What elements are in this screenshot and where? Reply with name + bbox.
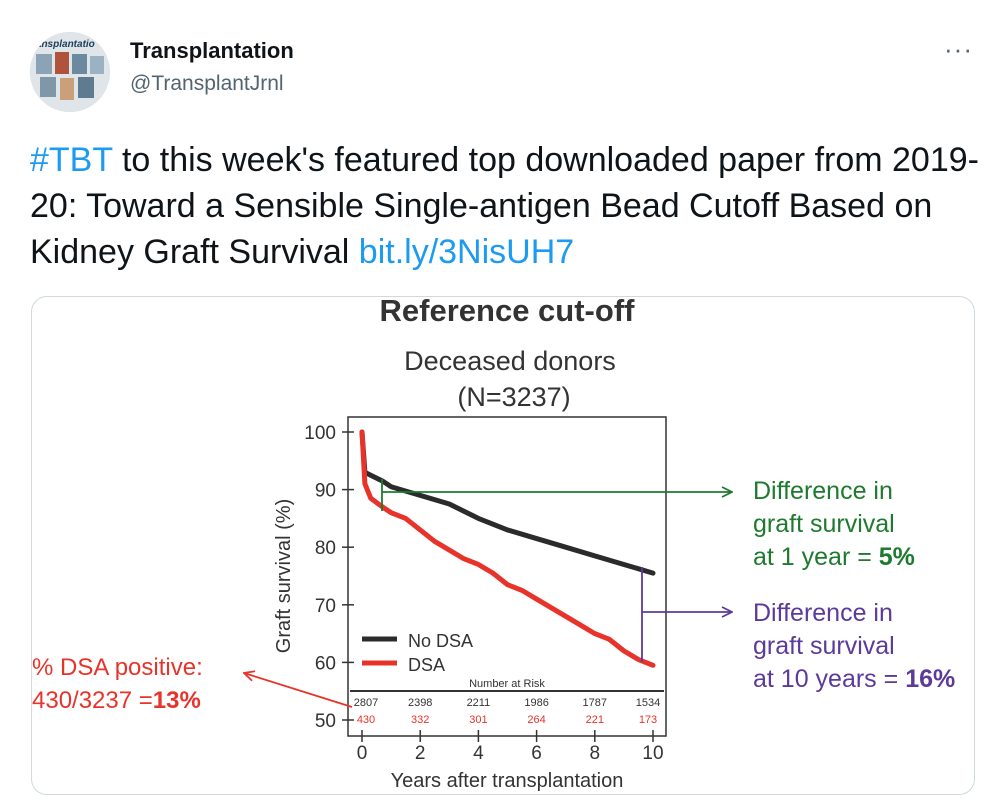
y-tick-label: 90 bbox=[315, 481, 336, 502]
annotation-10yr-line3: at 10 years = 16% bbox=[753, 665, 955, 693]
avatar[interactable]: ransplantatio bbox=[30, 32, 110, 112]
y-tick-label: 100 bbox=[304, 423, 336, 444]
annotation-10yr-line2: graft survival bbox=[753, 632, 895, 660]
y-tick-label: 70 bbox=[315, 596, 336, 617]
annotation-10yr-line1: Difference in bbox=[753, 599, 893, 627]
risk-dsa-value: 221 bbox=[586, 714, 604, 726]
x-tick-label: 0 bbox=[357, 743, 368, 764]
x-axis-label: Years after transplantation bbox=[391, 770, 624, 792]
tweet-text: #TBT to this week's featured top downloa… bbox=[30, 137, 980, 275]
annotation-1yr-line2: graft survival bbox=[753, 510, 895, 538]
risk-dsa-value: 430 bbox=[357, 714, 375, 726]
annotation-1yr-value: 5% bbox=[879, 543, 915, 571]
author-handle[interactable]: @TransplantJrnl bbox=[130, 72, 284, 95]
figure-subtitle-2: (N=3237) bbox=[457, 382, 570, 412]
figure-image: Reference cut-off Deceased donors (N=323… bbox=[32, 297, 955, 792]
annotation-10yr-value: 16% bbox=[905, 665, 955, 693]
risk-dsa-value: 173 bbox=[639, 714, 657, 726]
y-axis-label: Graft survival (%) bbox=[273, 499, 295, 653]
author-name[interactable]: Transplantation bbox=[130, 38, 294, 63]
figure-subtitle-1: Deceased donors bbox=[404, 346, 616, 376]
x-tick-label: 8 bbox=[590, 743, 601, 764]
arrow-dsa-positive bbox=[244, 673, 353, 708]
risk-dsa-value: 264 bbox=[527, 714, 545, 726]
risk-no-dsa-value: 1534 bbox=[636, 697, 660, 709]
annotation-dsa-line2: 430/3237 =13% bbox=[32, 687, 201, 714]
annotation-1yr-line3: at 1 year = 5% bbox=[753, 543, 915, 571]
y-tick-label: 80 bbox=[315, 538, 336, 559]
article-link[interactable]: bit.ly/3NisUH7 bbox=[358, 233, 575, 271]
legend-no-dsa: No DSA bbox=[408, 631, 473, 651]
x-tick-label: 4 bbox=[473, 743, 484, 764]
x-tick-label: 10 bbox=[642, 743, 663, 764]
more-options-icon[interactable]: ··· bbox=[944, 34, 973, 64]
avatar-text: ransplantatio bbox=[32, 39, 95, 50]
risk-no-dsa-value: 1986 bbox=[524, 697, 548, 709]
risk-no-dsa-value: 2398 bbox=[408, 697, 432, 709]
tweet-media[interactable]: Reference cut-off Deceased donors (N=323… bbox=[31, 296, 975, 795]
tweet-body: to this week's featured top downloaded p… bbox=[30, 141, 979, 271]
risk-table-title: Number at Risk bbox=[469, 678, 545, 690]
x-tick-label: 6 bbox=[531, 743, 542, 764]
y-tick-label: 50 bbox=[315, 711, 336, 732]
figure-title: Reference cut-off bbox=[380, 297, 636, 328]
annotation-1yr-line1: Difference in bbox=[753, 477, 893, 505]
annotation-dsa-line1: % DSA positive: bbox=[32, 654, 203, 681]
risk-no-dsa-value: 2211 bbox=[467, 697, 491, 709]
plot-frame bbox=[347, 416, 667, 737]
risk-dsa-value: 301 bbox=[469, 714, 487, 726]
risk-dsa-value: 332 bbox=[411, 714, 429, 726]
series-line-no-dsa bbox=[359, 429, 656, 576]
annotation-dsa-value: 13% bbox=[153, 687, 201, 714]
series-line-dsa bbox=[359, 429, 656, 668]
x-tick-label: 2 bbox=[415, 743, 426, 764]
journal-logo-icon: ransplantatio bbox=[30, 32, 110, 112]
risk-no-dsa-value: 1787 bbox=[583, 697, 607, 709]
risk-no-dsa-value: 2807 bbox=[354, 697, 378, 709]
hashtag-link[interactable]: #TBT bbox=[30, 141, 113, 179]
legend-dsa: DSA bbox=[408, 655, 445, 675]
y-tick-label: 60 bbox=[315, 653, 336, 674]
